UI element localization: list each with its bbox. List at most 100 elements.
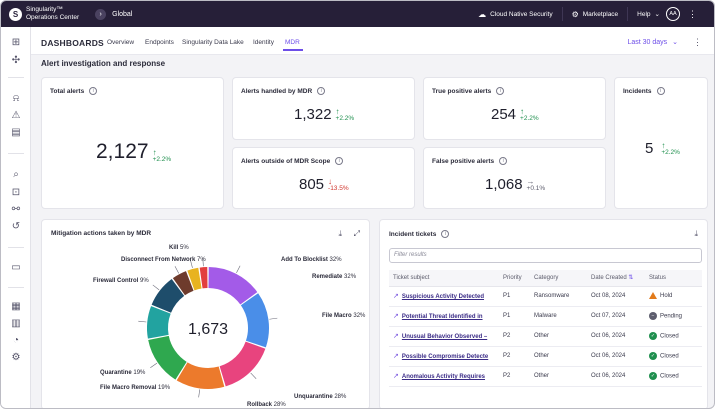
donut-center-value: 1,673: [188, 321, 228, 338]
donut-slice[interactable]: [187, 267, 202, 291]
column-header[interactable]: Date Created ⇅: [587, 270, 645, 287]
terminal-icon[interactable]: ▭: [11, 262, 21, 273]
pending-icon: −: [649, 312, 657, 320]
calendar-icon[interactable]: ▦: [11, 301, 21, 312]
metric-delta: ↓ -13.5%: [328, 177, 349, 193]
info-icon[interactable]: i: [441, 230, 450, 238]
table-row[interactable]: ↗ Potential Threat Identified in P1 Malware…: [389, 306, 702, 327]
date-cell: Oct 06, 2024: [587, 326, 645, 347]
book-icon[interactable]: ⊡: [11, 187, 21, 198]
cloud-native-security-link[interactable]: ☁ Cloud Native Security: [478, 9, 553, 19]
warning-icon[interactable]: ⚠: [11, 110, 21, 121]
metric-value: 2,127: [96, 140, 149, 163]
graph-icon[interactable]: ⚯: [11, 204, 21, 215]
settings-icon[interactable]: ⚙: [11, 352, 21, 363]
pie-chart-icon[interactable]: ◔: [12, 335, 20, 346]
more-icon[interactable]: ⋮: [688, 8, 697, 19]
marketplace-link[interactable]: ⚙ Marketplace: [561, 7, 628, 21]
search-icon[interactable]: ⌕: [13, 169, 19, 180]
slice-label: Kill 5%: [169, 245, 189, 251]
chevron-down-icon: ⌄: [654, 11, 660, 18]
slice-label: Quarantine 19%: [100, 370, 146, 376]
tab-endpoints[interactable]: Endpoints: [145, 39, 174, 46]
donut-slice[interactable]: [208, 267, 258, 305]
file-icon[interactable]: ▤: [11, 127, 21, 138]
dashboard-icon[interactable]: ⊞: [11, 37, 21, 48]
false-positive-card[interactable]: False positive alerts i 1,068 → +0.1%: [423, 147, 606, 209]
arrow-down-icon: ↓: [328, 177, 333, 186]
table-row[interactable]: ↗ Unusual Behavior Observed – P2 Other Oct 0…: [389, 326, 702, 347]
true-positive-card[interactable]: True positive alerts i 254 ↑ +2.2%: [423, 77, 606, 140]
table-header-row: Ticket subject Priority Category Date Cr…: [389, 270, 702, 287]
donut-slice[interactable]: [172, 271, 194, 296]
help-menu[interactable]: Help ⌄ AA ⋮: [627, 7, 706, 21]
info-icon[interactable]: i: [496, 87, 505, 95]
info-icon[interactable]: i: [335, 157, 344, 165]
incidents-card[interactable]: Incidents i 5 ↑ +2.2%: [614, 77, 708, 209]
top-bar: S Singularity™ Operations Center › Globa…: [1, 1, 714, 27]
date-range-selector[interactable]: Last 30 days ⌄: [627, 39, 678, 46]
table-row[interactable]: ↗ Possible Compromise Detecte P2 Other Oct 0…: [389, 346, 702, 367]
external-link-icon[interactable]: ↗: [393, 353, 399, 360]
donut-slice[interactable]: [240, 293, 269, 348]
donut-slice[interactable]: [147, 306, 171, 339]
tab-mdr[interactable]: MDR: [285, 39, 300, 46]
column-header[interactable]: Priority: [499, 270, 530, 287]
report-icon[interactable]: ▥: [11, 318, 21, 329]
handled-by-mdr-card[interactable]: Alerts handled by MDR i 1,322 ↑ +2.2%: [232, 77, 415, 140]
priority-cell: P2: [499, 346, 530, 367]
column-header[interactable]: Status: [645, 270, 702, 287]
info-icon[interactable]: i: [656, 87, 665, 95]
column-header[interactable]: Ticket subject: [389, 270, 499, 287]
total-alerts-card[interactable]: Total alerts i 2,127 ↑ +2.2%: [41, 77, 224, 209]
ticket-link[interactable]: Anomalous Activity Requires: [401, 374, 486, 380]
avatar[interactable]: AA: [666, 7, 680, 21]
expand-icon[interactable]: ⤢: [353, 229, 360, 238]
info-icon[interactable]: i: [89, 87, 98, 95]
status-badge: Closed: [660, 373, 679, 380]
slice-label: Firewall Control 9%: [93, 278, 149, 284]
section-title: Alert investigation and response: [41, 59, 166, 68]
external-link-icon[interactable]: ↗: [393, 333, 399, 340]
donut-slice[interactable]: [176, 362, 225, 389]
metric-value: 805: [299, 176, 325, 193]
donut-slice[interactable]: [148, 335, 187, 380]
outside-scope-card[interactable]: Alerts outside of MDR Scope i 805 ↓ -13.5%: [232, 147, 415, 209]
external-link-icon[interactable]: ↗: [393, 293, 399, 300]
logo[interactable]: S Singularity™ Operations Center: [9, 6, 79, 22]
filter-input[interactable]: Filter results: [389, 248, 702, 263]
ticket-link[interactable]: Possible Compromise Detecte: [401, 354, 489, 360]
more-icon[interactable]: ⋮: [693, 37, 702, 47]
donut-slice[interactable]: [219, 341, 266, 387]
scope-chevron-icon[interactable]: ›: [95, 8, 107, 20]
alarm-icon[interactable]: ⍾: [12, 93, 20, 104]
external-link-icon[interactable]: ↗: [393, 313, 399, 320]
tab-singularity-data-lake[interactable]: Singularity Data Lake: [182, 39, 244, 46]
table-row[interactable]: ↗ Anomalous Activity Requires P2 Other Oct 0…: [389, 366, 702, 387]
info-icon[interactable]: i: [499, 157, 508, 165]
history-icon[interactable]: ↺: [11, 221, 21, 232]
download-icon[interactable]: ⤓: [694, 229, 698, 238]
ticket-link[interactable]: Unusual Behavior Observed –: [401, 334, 488, 340]
scope-selector[interactable]: Global: [112, 10, 133, 18]
info-icon[interactable]: i: [317, 87, 326, 95]
ticket-link[interactable]: Suspicious Activity Detected: [401, 294, 485, 300]
logo-line2: Operations Center: [26, 14, 80, 21]
metric-delta: ↑ +2.2%: [520, 107, 539, 123]
network-icon[interactable]: ✣: [11, 55, 21, 66]
table-row[interactable]: ↗ Suspicious Activity Detected P1 Ransomwar…: [389, 286, 702, 307]
arrow-up-icon: ↑: [661, 141, 666, 150]
leader-line: [174, 266, 180, 274]
download-icon[interactable]: ⤓: [338, 229, 342, 238]
metric-delta: → +0.1%: [526, 177, 546, 193]
leader-line: [190, 260, 193, 269]
column-header[interactable]: Category: [530, 270, 587, 287]
active-tab-indicator: [283, 49, 303, 51]
logo-icon: S: [9, 7, 22, 21]
donut-slice[interactable]: [151, 278, 185, 313]
ticket-link[interactable]: Potential Threat Identified in: [401, 314, 483, 320]
tab-overview[interactable]: Overview: [107, 39, 135, 46]
tab-identity[interactable]: Identity: [253, 39, 274, 46]
donut-slice[interactable]: [199, 267, 208, 289]
external-link-icon[interactable]: ↗: [393, 373, 399, 380]
